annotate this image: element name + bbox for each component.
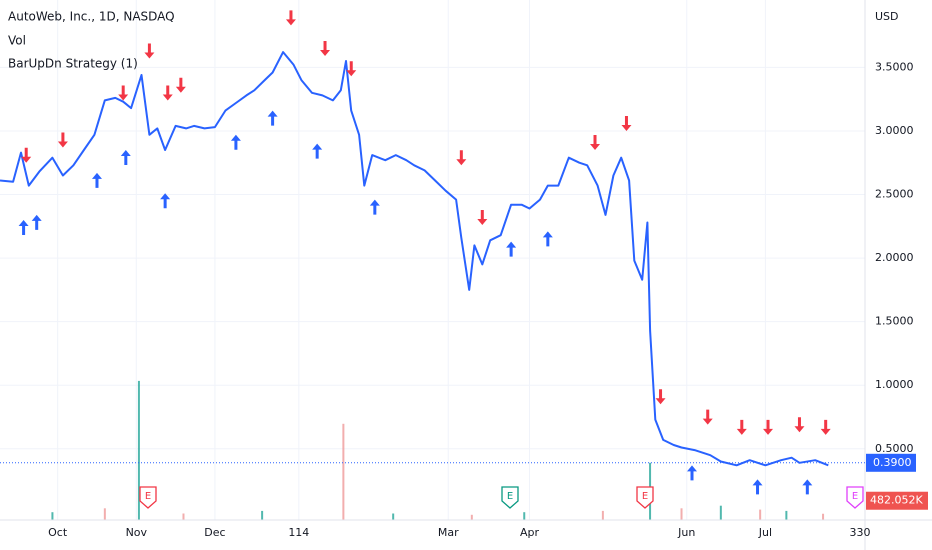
earnings-marker (139, 486, 157, 509)
x-tick-label: 114 (288, 526, 309, 539)
volume-bar (182, 513, 185, 520)
x-tick-label: Apr (520, 526, 540, 539)
buy-signal (91, 172, 102, 188)
y-tick-label: 1.5000 (875, 315, 914, 328)
buy-signal (752, 479, 763, 495)
sell-signal (175, 77, 186, 93)
sell-signal (346, 61, 357, 77)
volume-bar (261, 510, 264, 520)
x-tick-label: Dec (204, 526, 225, 539)
currency-label: USD (875, 10, 899, 23)
volume-bar (392, 513, 395, 520)
sell-signal (21, 147, 32, 163)
price-layer (0, 10, 831, 495)
earnings-label: E (852, 491, 858, 502)
volume-bar (51, 512, 54, 520)
earnings-marker (636, 486, 654, 509)
sell-signal (655, 389, 666, 405)
y-tick-label: 2.0000 (875, 251, 914, 264)
buy-signal (267, 110, 278, 126)
buy-signal (369, 199, 380, 215)
buy-signal (312, 143, 323, 159)
buy-signal (542, 231, 553, 247)
buy-signal (230, 134, 241, 150)
earnings-marker (501, 486, 519, 509)
sell-signal (820, 419, 831, 435)
volume-bar (523, 512, 526, 520)
volume-bar (470, 514, 473, 520)
sell-signal (118, 85, 129, 101)
last-volume-box (866, 491, 928, 510)
indicator-label: Vol (8, 34, 26, 48)
buy-signal (120, 150, 131, 166)
x-tick-label: Mar (438, 526, 459, 539)
sell-signal (57, 132, 68, 148)
x-tick-label: Nov (126, 526, 148, 539)
sell-signal (736, 419, 747, 435)
sell-signal (621, 115, 632, 131)
sell-signal (702, 409, 713, 425)
earnings-marker (846, 486, 864, 509)
x-tick-label: 330 (850, 526, 871, 539)
sell-signal (162, 85, 173, 101)
volume-bar (785, 510, 788, 520)
volume-bar (601, 510, 604, 520)
x-tick-label: Jul (758, 526, 772, 539)
volume-bar (822, 513, 825, 520)
volume-bar (680, 508, 683, 520)
volume-bar (719, 505, 722, 520)
earnings-label: E (145, 491, 151, 502)
buy-signal (31, 214, 42, 230)
sell-signal (794, 417, 805, 433)
y-tick-label: 3.0000 (875, 124, 914, 137)
volume-bar (137, 380, 140, 520)
chart-title: AutoWeb, Inc., 1D, NASDAQ (8, 10, 175, 24)
sell-signal (456, 150, 467, 166)
buy-signal (18, 219, 29, 235)
last-price-label: 0.3900 (873, 456, 912, 469)
x-tick-label: Jun (677, 526, 695, 539)
volume-bar (342, 423, 345, 520)
sell-signal (590, 135, 601, 151)
volume-bar (103, 508, 106, 520)
earnings-label: E (507, 491, 513, 502)
price-line (0, 51, 829, 467)
indicator-label: BarUpDn Strategy (1) (8, 57, 138, 71)
sell-signal (285, 10, 296, 26)
sell-signal (763, 419, 774, 435)
earnings-label: E (642, 491, 648, 502)
buy-signal (687, 465, 697, 481)
x-tick-label: Oct (48, 526, 68, 539)
buy-signal (506, 241, 517, 257)
sell-signal (144, 43, 155, 59)
y-tick-label: 3.5000 (875, 60, 914, 73)
y-tick-label: 1.0000 (875, 378, 914, 391)
sell-signal (477, 210, 488, 226)
buy-signal (160, 193, 171, 209)
grid (0, 0, 866, 520)
y-tick-label: 2.5000 (875, 188, 914, 201)
buy-signal (802, 479, 813, 495)
last-price-box (866, 453, 916, 472)
last-volume-label: 482.052K (870, 494, 923, 507)
y-tick-label: 0.5000 (875, 442, 914, 455)
volume-bar (759, 509, 762, 520)
sell-signal (320, 40, 331, 56)
